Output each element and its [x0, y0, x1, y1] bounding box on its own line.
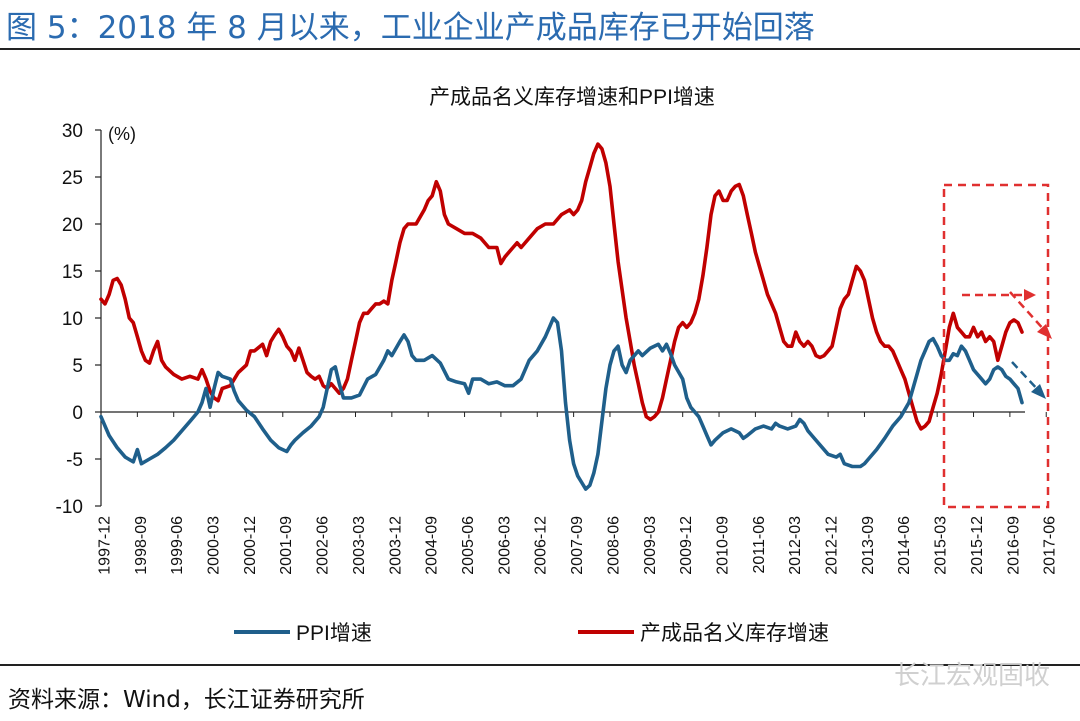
- y-tick-label: 0: [72, 403, 83, 424]
- x-tick-label: 2012-12: [824, 516, 841, 575]
- x-tick-label: 2006-03: [496, 516, 513, 575]
- y-axis-unit: (%): [108, 124, 136, 144]
- highlight-box: [942, 183, 1050, 509]
- y-tick-label: -5: [66, 450, 83, 471]
- x-tick-label: 2015-03: [933, 516, 950, 575]
- x-tick-label: 2016-09: [1005, 516, 1022, 575]
- x-tick-label: 2018-03: [1078, 516, 1080, 575]
- x-tick-label: 2000-03: [205, 516, 222, 575]
- x-tick-label: 1998-09: [133, 516, 150, 575]
- x-tick-label: 2009-12: [678, 516, 695, 575]
- x-tick-label: 2002-06: [315, 516, 332, 575]
- blue-arrowhead-down: [1031, 384, 1046, 399]
- x-tick-label: 2017-06: [1042, 516, 1059, 575]
- page-title: 图 5：2018 年 8 月以来，工业企业产成品库存已开始回落: [6, 10, 815, 46]
- y-tick-label: 10: [62, 309, 83, 330]
- x-tick-label: 2003-03: [351, 516, 368, 575]
- legend-label: 产成品名义库存增速: [640, 622, 829, 645]
- highlight-annotation: [942, 183, 1052, 509]
- x-tick-label: 2013-09: [860, 516, 877, 575]
- x-tick-label: 2007-09: [569, 516, 586, 575]
- y-tick-label: 15: [62, 262, 83, 283]
- x-tick-label: 2014-06: [896, 516, 913, 575]
- source-note: 资料来源：Wind，长江证券研究所: [8, 687, 365, 713]
- y-tick-label: -10: [56, 497, 83, 518]
- x-tick-label: 2005-06: [460, 516, 477, 575]
- series-line-inventory: [99, 142, 1024, 431]
- x-tick-label: 2010-09: [714, 516, 731, 575]
- footer-divider: [0, 664, 1080, 666]
- x-tick-label: 2000-12: [242, 516, 259, 575]
- legend: PPI增速 产成品名义库存增速: [234, 622, 829, 645]
- x-tick-label: 1999-06: [169, 516, 186, 575]
- x-tick-label: 2009-03: [642, 516, 659, 575]
- legend-label: PPI增速: [296, 622, 372, 645]
- x-tick-label: 2011-06: [751, 516, 768, 574]
- blue-dashed-arrow-down: [1011, 361, 1041, 393]
- chart-title: 产成品名义库存增速和PPI增速: [429, 86, 715, 109]
- y-tick-label: 20: [62, 215, 83, 236]
- watermark: 长江宏观固收: [893, 661, 1050, 691]
- y-tick-label: 25: [62, 168, 83, 189]
- red-arrowhead-down: [1037, 324, 1052, 339]
- y-tick-label: 5: [72, 356, 83, 377]
- x-tick-label: 2003-12: [387, 516, 404, 575]
- red-dashed-arrow-down: [1009, 291, 1047, 333]
- x-tick-label: 2006-12: [533, 516, 550, 575]
- x-tick-label: 2004-09: [424, 516, 441, 575]
- red-arrowhead-flat: [1024, 289, 1036, 301]
- series-line-ppi: [99, 316, 1024, 491]
- title-divider: [0, 48, 1080, 50]
- x-tick-label: 2012-03: [787, 516, 804, 575]
- x-tick-label: 2015-12: [969, 516, 986, 575]
- chart: 产成品名义库存增速和PPI增速 (%) -10 -5 0 5 10 15 20 25 30 199…: [56, 86, 1080, 645]
- x-tick-label: 2001-09: [278, 516, 295, 575]
- y-tick-label: 30: [62, 121, 83, 142]
- x-tick-label: 1997-12: [96, 516, 113, 575]
- x-tick-label: 2008-06: [605, 516, 622, 575]
